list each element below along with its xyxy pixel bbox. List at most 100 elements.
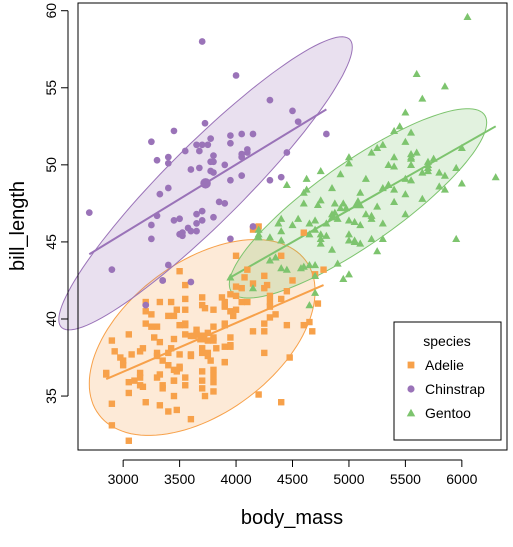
point-gentoo: [367, 148, 376, 156]
legend-item-adelie: Adelie: [407, 357, 464, 373]
point-gentoo: [390, 162, 399, 170]
point-adelie: [182, 382, 189, 389]
point-adelie: [238, 284, 245, 292]
point-gentoo: [342, 204, 351, 212]
point-adelie: [204, 337, 212, 344]
point-gentoo: [248, 284, 257, 292]
point-adelie: [136, 369, 144, 377]
point-chinstrap: [289, 107, 296, 115]
point-chinstrap: [193, 210, 200, 218]
point-chinstrap: [193, 227, 200, 235]
point-chinstrap: [153, 212, 161, 220]
point-adelie: [193, 331, 200, 338]
point-gentoo: [277, 214, 286, 222]
point-adelie: [221, 358, 228, 366]
point-gentoo: [344, 270, 353, 278]
point-adelie: [176, 351, 183, 358]
point-chinstrap: [266, 176, 274, 184]
point-gentoo: [435, 182, 444, 190]
point-gentoo: [288, 220, 297, 229]
point-chinstrap: [198, 38, 206, 45]
point-adelie: [165, 408, 172, 415]
point-chinstrap: [215, 198, 223, 206]
point-chinstrap: [193, 141, 200, 149]
point-gentoo: [282, 180, 291, 189]
point-adelie: [198, 368, 206, 375]
point-adelie: [125, 389, 133, 397]
point-adelie: [221, 303, 228, 310]
point-chinstrap: [193, 220, 200, 227]
point-gentoo: [373, 247, 382, 255]
point-adelie: [182, 320, 189, 327]
point-chinstrap: [164, 153, 172, 161]
point-chinstrap: [196, 147, 203, 155]
point-gentoo: [274, 219, 283, 227]
point-adelie: [266, 303, 274, 310]
point-chinstrap: [85, 209, 93, 216]
point-gentoo: [339, 274, 348, 283]
point-chinstrap: [323, 130, 330, 138]
point-adelie: [165, 362, 172, 369]
point-chinstrap: [266, 96, 274, 104]
point-adelie: [111, 348, 118, 355]
point-gentoo: [407, 154, 416, 162]
point-gentoo: [333, 259, 342, 267]
point-gentoo: [418, 168, 427, 176]
point-adelie: [210, 366, 217, 374]
point-chinstrap: [249, 223, 257, 230]
point-gentoo: [305, 219, 314, 227]
point-adelie: [221, 298, 228, 306]
point-adelie: [198, 377, 206, 384]
point-chinstrap: [170, 127, 178, 135]
point-gentoo: [277, 227, 286, 235]
point-adelie: [136, 374, 144, 381]
point-chinstrap: [238, 172, 246, 179]
point-adelie: [249, 280, 257, 287]
legend-item-gentoo: Gentoo: [406, 405, 471, 421]
point-chinstrap: [187, 278, 195, 286]
point-gentoo: [429, 154, 438, 162]
point-gentoo: [384, 180, 393, 189]
point-chinstrap: [142, 301, 150, 309]
point-gentoo: [361, 210, 370, 218]
point-gentoo: [401, 108, 410, 116]
point-adelie: [204, 349, 212, 357]
point-gentoo: [418, 94, 427, 102]
point-gentoo: [395, 122, 404, 130]
x-tick-label: 4500: [277, 471, 308, 487]
point-gentoo: [378, 183, 387, 192]
point-chinstrap: [221, 200, 229, 207]
point-adelie: [207, 357, 214, 364]
y-axis: 35 40 45 50 55 60: [43, 3, 69, 404]
point-chinstrap: [148, 138, 155, 146]
point-gentoo: [322, 219, 331, 227]
point-adelie: [210, 388, 217, 395]
point-gentoo: [401, 190, 410, 198]
point-chinstrap: [196, 164, 203, 172]
point-gentoo: [226, 273, 235, 281]
fit-line-adelie: [105, 284, 324, 381]
point-gentoo: [452, 163, 461, 172]
point-adelie: [148, 311, 155, 318]
point-chinstrap: [181, 147, 189, 155]
point-gentoo: [316, 196, 325, 204]
x-tick-label: 3500: [164, 471, 195, 487]
point-adelie: [139, 345, 147, 352]
point-gentoo: [356, 220, 365, 229]
point-adelie: [210, 306, 217, 313]
point-chinstrap: [164, 159, 172, 167]
point-chinstrap: [108, 266, 116, 274]
point-adelie: [210, 334, 217, 341]
point-gentoo: [401, 174, 410, 182]
point-gentoo: [316, 167, 325, 175]
point-gentoo: [407, 160, 416, 168]
point-adelie: [125, 378, 133, 386]
point-gentoo: [457, 179, 466, 187]
point-gentoo: [328, 183, 337, 192]
point-adelie: [182, 331, 189, 338]
point-chinstrap: [187, 227, 195, 235]
point-gentoo: [311, 271, 320, 279]
point-chinstrap: [148, 221, 155, 229]
point-chinstrap: [201, 119, 209, 127]
point-chinstrap: [249, 130, 257, 138]
